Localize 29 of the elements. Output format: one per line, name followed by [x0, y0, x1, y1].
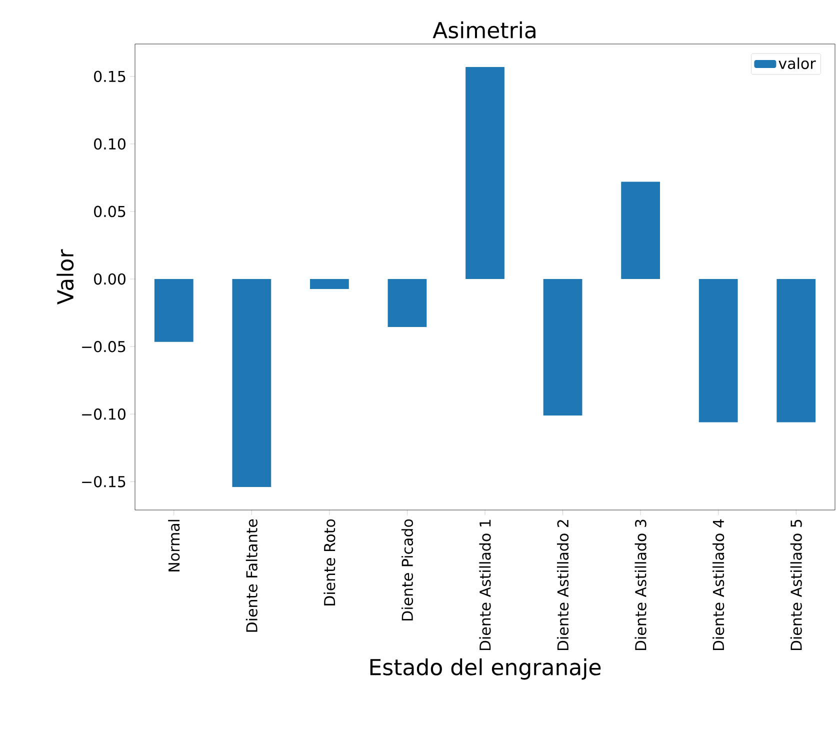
legend-label: valor — [778, 58, 816, 70]
bar — [154, 279, 194, 342]
x-tick-label: Normal — [168, 520, 180, 572]
y-tick-label: 0.15 — [94, 70, 126, 82]
x-tick-label: Diente Faltante — [246, 519, 258, 632]
x-tick-label: Diente Astillado 1 — [479, 520, 491, 650]
y-tick-label: 0.05 — [94, 206, 126, 218]
bar — [466, 66, 504, 280]
x-tick-label: Diente Roto — [324, 519, 336, 606]
x-tick-label: Diente Astillado 5 — [790, 520, 802, 650]
x-tick-label: Diente Picado — [401, 519, 414, 620]
x-tick-label: Diente Astillado 4 — [712, 519, 724, 650]
y-tick-label: 0.10 — [94, 138, 126, 150]
x-axis-title: Estado del engranaje — [370, 658, 601, 680]
chart-title: Asimetria — [432, 21, 536, 38]
bar — [698, 279, 738, 422]
bar — [232, 279, 272, 488]
y-tick-label: 0.00 — [94, 273, 126, 285]
y-tick-label: −0.10 — [82, 408, 126, 420]
y-tick-label: −0.15 — [82, 476, 126, 488]
bar — [310, 279, 349, 290]
y-tick-label: −0.05 — [82, 340, 126, 352]
x-tick-label: Diente Astillado 2 — [556, 520, 569, 650]
y-axis-title: Valor — [56, 249, 74, 305]
bar — [776, 279, 816, 422]
bar — [388, 279, 427, 327]
x-tick-label: Diente Astillado 3 — [634, 520, 646, 650]
bar — [543, 279, 582, 416]
bar — [621, 182, 660, 280]
